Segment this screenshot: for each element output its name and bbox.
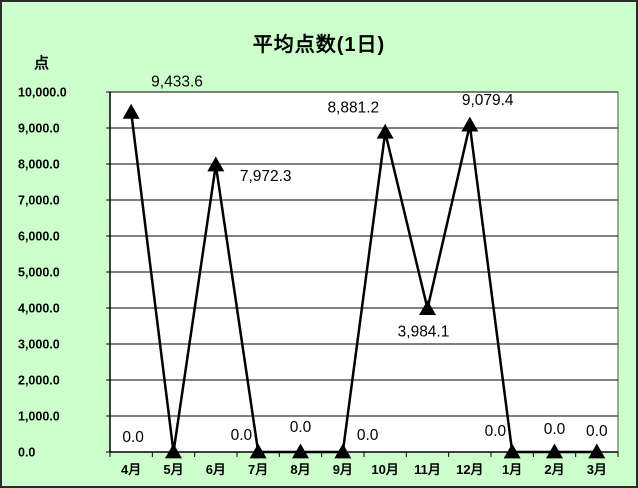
- data-point-marker: [461, 116, 479, 132]
- data-point-marker: [334, 443, 352, 459]
- data-label: 8,881.2: [327, 99, 379, 116]
- x-tick-label: 12月: [456, 462, 483, 477]
- data-label: 7,972.3: [240, 168, 292, 185]
- y-tick-label: 5,000.0: [18, 266, 60, 280]
- x-tick-label: 11月: [414, 462, 441, 477]
- data-point-marker: [588, 443, 606, 459]
- data-point-marker: [207, 156, 225, 172]
- data-point-marker: [419, 300, 436, 315]
- data-label: 0.0: [357, 427, 379, 444]
- data-label: 0.0: [485, 423, 507, 440]
- y-tick-label: 8,000.0: [18, 158, 60, 172]
- x-tick-label: 3月: [587, 462, 607, 477]
- x-tick-label: 9月: [333, 462, 353, 477]
- y-tick-label: 1,000.0: [18, 410, 60, 424]
- data-label: 0.0: [290, 419, 312, 436]
- data-label: 0.0: [544, 421, 566, 438]
- y-tick-label: 0.0: [18, 446, 35, 460]
- x-tick-label: 10月: [371, 462, 398, 477]
- x-tick-label: 8月: [290, 462, 310, 477]
- x-tick-label: 2月: [544, 462, 564, 477]
- data-label: 3,984.1: [398, 324, 450, 341]
- data-label: 9,433.6: [151, 73, 203, 90]
- data-point-marker: [165, 443, 182, 459]
- y-tick-label: 6,000.0: [18, 230, 60, 244]
- data-point-marker: [546, 443, 563, 459]
- data-point-marker: [122, 103, 140, 119]
- x-tick-label: 5月: [163, 462, 183, 477]
- data-label: 0.0: [586, 423, 608, 440]
- y-axis-unit-label: 点: [34, 55, 50, 72]
- data-point-marker: [292, 443, 309, 459]
- x-tick-label: 7月: [248, 462, 268, 477]
- y-tick-label: 7,000.0: [18, 194, 60, 208]
- x-tick-label: 1月: [502, 462, 522, 477]
- data-label: 9,079.4: [462, 92, 514, 109]
- chart-title: 平均点数(1日): [252, 34, 386, 56]
- data-point-marker: [249, 443, 267, 459]
- y-tick-label: 4,000.0: [18, 302, 60, 316]
- x-tick-label: 4月: [121, 462, 141, 477]
- series-line: [129, 112, 597, 454]
- y-tick-label: 3,000.0: [18, 338, 60, 352]
- y-tick-label: 10,000.0: [18, 86, 67, 100]
- data-label: 0.0: [122, 429, 144, 446]
- data-label: 0.0: [231, 427, 253, 444]
- y-tick-label: 2,000.0: [18, 374, 60, 388]
- data-point-marker: [376, 123, 394, 139]
- data-point-marker: [503, 443, 521, 459]
- x-tick-label: 6月: [206, 462, 226, 477]
- y-tick-label: 9,000.0: [18, 122, 60, 136]
